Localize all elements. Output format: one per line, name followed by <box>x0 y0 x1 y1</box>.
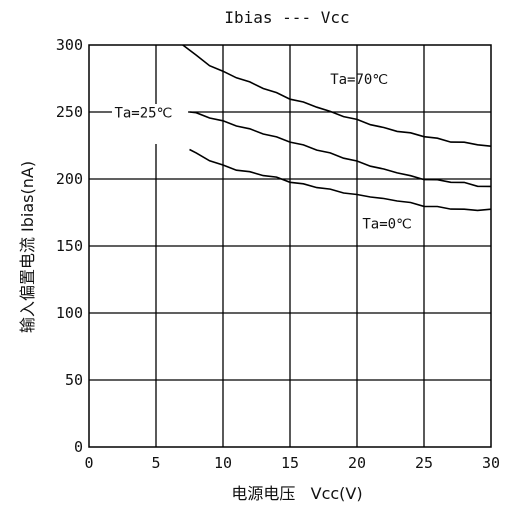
x-tick-label-25: 25 <box>415 454 433 472</box>
x-axis-label: 电源电压 Vcc(V) <box>231 484 362 503</box>
x-tick-label-20: 20 <box>348 454 366 472</box>
y-tick-label-50: 50 <box>65 371 83 389</box>
y-tick-label-200: 200 <box>56 170 83 188</box>
series-labels: Ta=70℃ Ta=25℃ Ta=0℃ <box>114 72 411 233</box>
label-mask <box>112 104 188 144</box>
series-label-1: Ta=70℃ <box>330 72 388 88</box>
series-label-2: Ta=25℃ <box>114 105 172 121</box>
series-label-3: Ta=0℃ <box>362 217 411 233</box>
y-tick-label-300: 300 <box>56 36 83 54</box>
y-tick-label-0: 0 <box>74 438 83 456</box>
y-tick-label-150: 150 <box>56 237 83 255</box>
x-tick-label-5: 5 <box>151 454 160 472</box>
y-axis-label: 输入偏置电流 Ibias(nA) <box>18 161 37 333</box>
x-tick-label-0: 0 <box>84 454 93 472</box>
label-background <box>112 104 188 144</box>
x-tick-label-15: 15 <box>281 454 299 472</box>
x-tick-label-30: 30 <box>482 454 500 472</box>
y-tick-label-100: 100 <box>56 304 83 322</box>
y-tick-label-250: 250 <box>56 103 83 121</box>
series-line-2 <box>189 111 492 188</box>
series-line-1 <box>182 44 492 147</box>
series-line-3 <box>189 148 492 212</box>
chart-title: Ibias --- Vcc <box>224 8 349 27</box>
grid <box>88 44 492 448</box>
x-tick-label-10: 10 <box>214 454 232 472</box>
series-curves <box>182 44 492 212</box>
plot-frame <box>88 44 492 448</box>
